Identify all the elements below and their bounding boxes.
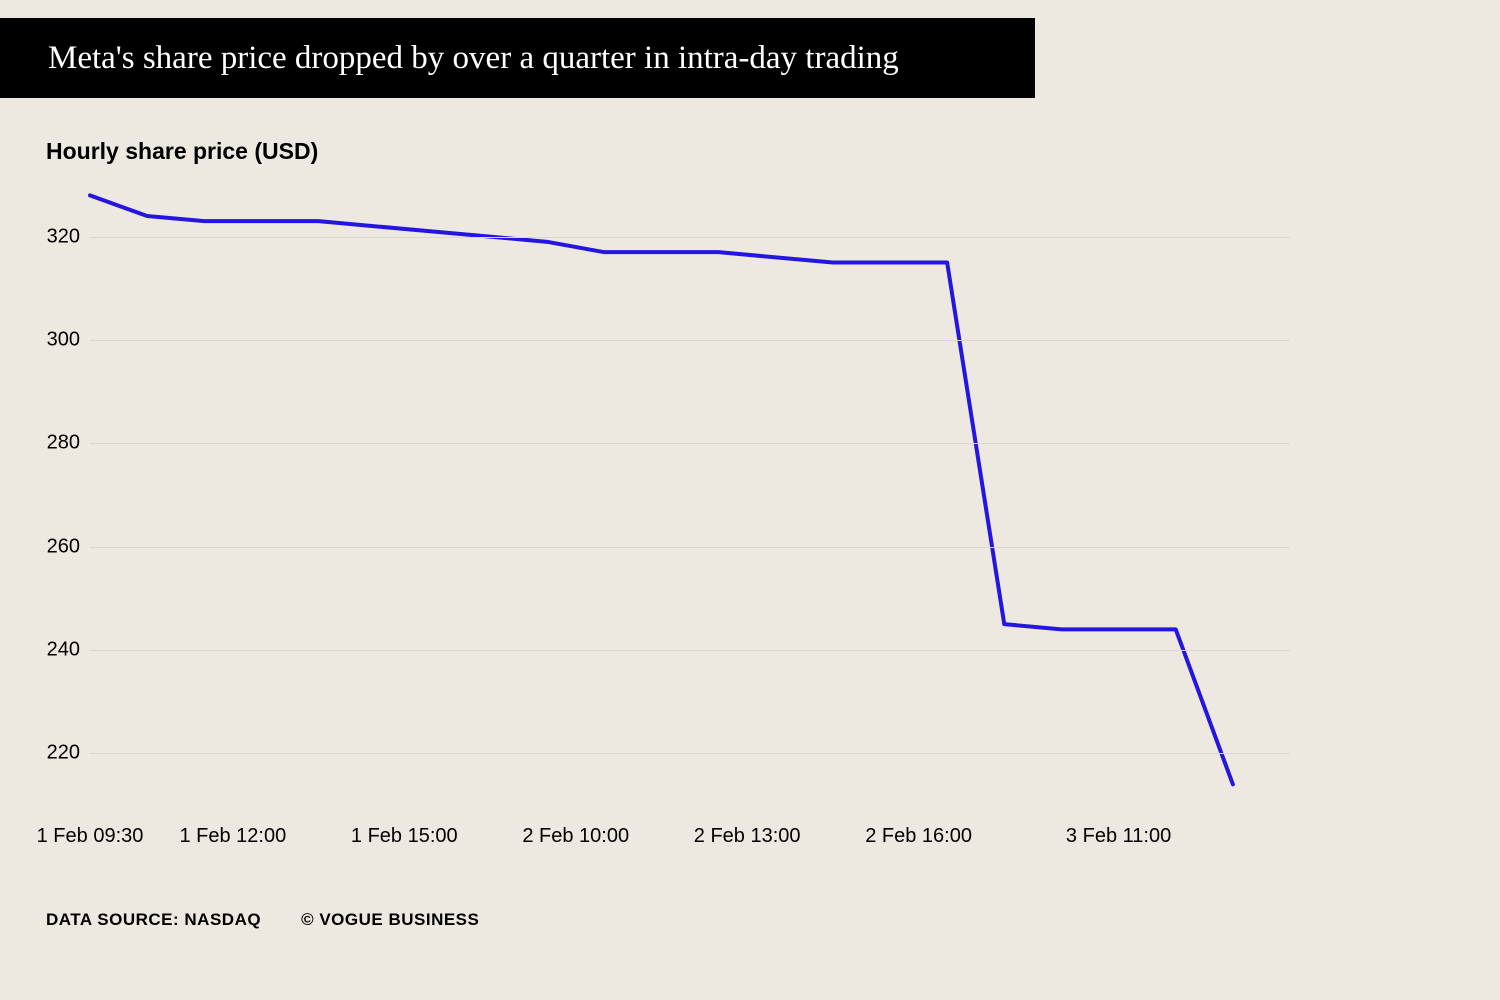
x-axis-tick-label: 3 Feb 11:00 bbox=[1066, 825, 1171, 848]
copyright-label: © VOGUE BUSINESS bbox=[301, 910, 479, 930]
price-line bbox=[90, 195, 1233, 784]
x-axis-tick-label: 1 Feb 12:00 bbox=[179, 825, 286, 848]
gridline bbox=[90, 650, 1290, 651]
chart-title: Meta's share price dropped by over a qua… bbox=[48, 40, 899, 77]
y-axis-tick-label: 320 bbox=[20, 225, 80, 248]
gridline bbox=[90, 340, 1290, 341]
gridline bbox=[90, 547, 1290, 548]
y-axis-tick-label: 280 bbox=[20, 432, 80, 455]
x-axis-tick-label: 2 Feb 16:00 bbox=[865, 825, 972, 848]
y-axis-tick-label: 300 bbox=[20, 329, 80, 352]
gridline bbox=[90, 443, 1290, 444]
chart-figure: Meta's share price dropped by over a qua… bbox=[0, 0, 1500, 1000]
y-axis-tick-label: 260 bbox=[20, 535, 80, 558]
y-axis-tick-label: 240 bbox=[20, 639, 80, 662]
x-axis-tick-label: 2 Feb 13:00 bbox=[694, 825, 801, 848]
chart-subtitle: Hourly share price (USD) bbox=[46, 138, 318, 165]
x-axis-tick-label: 1 Feb 15:00 bbox=[351, 825, 458, 848]
gridline bbox=[90, 237, 1290, 238]
x-axis-tick-label: 1 Feb 09:30 bbox=[37, 825, 144, 848]
chart-plot-area bbox=[90, 185, 1290, 805]
x-axis-tick-label: 2 Feb 10:00 bbox=[522, 825, 629, 848]
title-bar: Meta's share price dropped by over a qua… bbox=[0, 18, 1035, 98]
gridline bbox=[90, 753, 1290, 754]
line-chart-svg bbox=[90, 185, 1290, 805]
chart-footer: DATA SOURCE: NASDAQ © VOGUE BUSINESS bbox=[46, 910, 479, 930]
data-source-label: DATA SOURCE: NASDAQ bbox=[46, 910, 261, 930]
y-axis-tick-label: 220 bbox=[20, 742, 80, 765]
